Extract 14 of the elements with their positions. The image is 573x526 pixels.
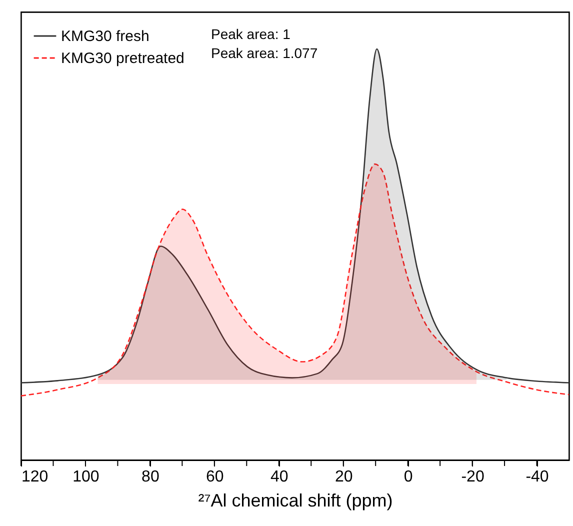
legend-label: KMG30 fresh (61, 28, 150, 45)
x-tick-label: 80 (142, 468, 160, 486)
legend-label: KMG30 pretreated (61, 50, 184, 67)
x-tick-label: 120 (22, 468, 48, 486)
x-tick-label: 60 (206, 468, 224, 486)
x-tick-label: 0 (404, 468, 413, 486)
x-tick-label: 20 (334, 468, 353, 486)
text: Peak area: 1 (211, 26, 291, 42)
x-tick-label: -20 (461, 468, 484, 486)
annotation: Peak area: 1.077 (211, 45, 318, 61)
x-tick-label: 40 (270, 468, 288, 486)
x-tick-label: 100 (72, 468, 100, 486)
x-tick-label: -40 (526, 468, 549, 486)
x-axis-title: ²⁷Al chemical shift (ppm) (198, 490, 393, 510)
